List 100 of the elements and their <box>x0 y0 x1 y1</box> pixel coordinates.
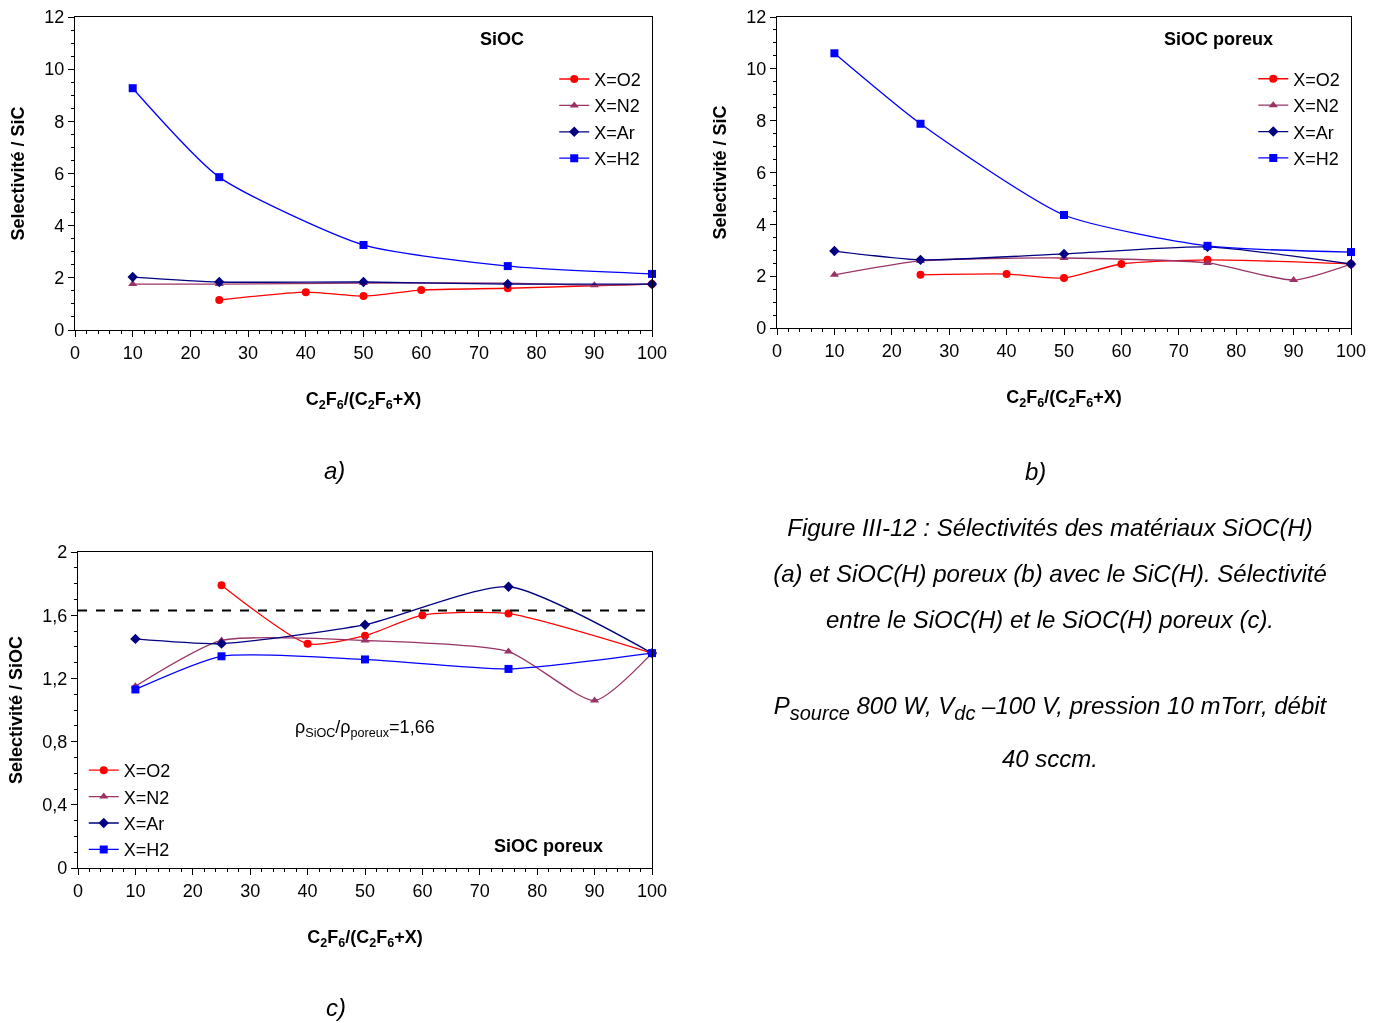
point <box>303 639 312 648</box>
x-tick-label: 50 <box>354 880 376 901</box>
x-tick-label: 30 <box>939 340 960 361</box>
x-tick-label: 80 <box>1226 340 1247 361</box>
point <box>215 173 224 182</box>
x-tick-label: 80 <box>527 880 548 901</box>
point <box>503 262 512 271</box>
y-tick-label: 4 <box>756 214 767 235</box>
x-tick-label: 30 <box>240 880 261 901</box>
x-tick-label: 70 <box>468 342 489 363</box>
x-tick-label: 0 <box>72 880 84 901</box>
text: Figure III-12 : Sélectivités des matériaux SiOC(H) (a) et SiOC(H) poreux (b) avec le SiC(H). Sélectivité entre le SiOC(H) et le SiOC(H) poreux (c). <box>772 513 1328 635</box>
x-tick-label: 10 <box>824 340 845 361</box>
legend-label: X=Ar <box>1293 122 1334 143</box>
legend-label: X=O2 <box>594 70 641 91</box>
y-tick-label: 4 <box>54 215 65 236</box>
legend-label: X=H2 <box>1293 148 1339 169</box>
y-axis-title: Selectivité / SiC <box>8 106 29 241</box>
point <box>503 581 514 592</box>
y-tick-label: 0 <box>756 318 767 339</box>
x-tick-label: 90 <box>1283 340 1304 361</box>
point <box>502 278 513 290</box>
x-tick-label: 90 <box>584 342 605 363</box>
y-tick-label: 6 <box>756 162 767 183</box>
y-tick-label: 1,6 <box>42 605 68 626</box>
y-tick-label: 0,8 <box>42 731 68 752</box>
point <box>830 49 839 58</box>
x-tick-label: 20 <box>881 340 902 361</box>
y-tick-label: 0 <box>57 858 68 879</box>
x-tick-label: 100 <box>636 342 668 363</box>
x-tick-label: 60 <box>411 342 432 363</box>
annotation: SiOC poreux <box>1164 29 1274 49</box>
x-tick-label: 80 <box>526 342 547 363</box>
point <box>418 611 427 620</box>
legend-label: X=N2 <box>123 787 170 808</box>
point <box>359 240 368 249</box>
x-tick-label: 60 <box>1111 340 1132 361</box>
point <box>214 276 225 288</box>
y-tick-label: 2 <box>54 268 65 289</box>
x-tick-label: 60 <box>412 880 433 901</box>
point <box>128 84 137 93</box>
x-tick-label: 100 <box>636 880 668 901</box>
x-tick-label: 0 <box>771 340 783 361</box>
point <box>504 609 513 618</box>
point <box>1060 273 1068 282</box>
text: C$_{2}$F$_{6}$/(C$_{2}$F$_{6}$+X) <box>307 926 423 950</box>
legend-label: X=N2 <box>1293 96 1339 117</box>
x-tick-label: 50 <box>1053 340 1075 361</box>
point <box>1058 248 1070 260</box>
legend-label: X=Ar <box>123 814 165 835</box>
y-tick-label: 8 <box>756 110 767 131</box>
point <box>916 119 925 128</box>
legend-label: X=H2 <box>123 840 170 861</box>
annotation: ρ$_{SiOC}$/ρ$_{poreux}$=1,66 <box>295 717 435 740</box>
legend-label: X=O2 <box>1293 69 1340 90</box>
point <box>829 245 840 257</box>
point <box>215 296 224 304</box>
y-tick-label: 8 <box>54 111 65 132</box>
text: c) <box>326 994 346 1021</box>
point <box>361 655 369 664</box>
legend-label: X=H2 <box>594 149 640 170</box>
legend-label: X=Ar <box>594 122 635 143</box>
x-tick-label: 70 <box>1168 340 1189 361</box>
point <box>417 286 426 295</box>
x-tick-label: 10 <box>125 880 146 901</box>
x-tick-label: 40 <box>996 340 1017 361</box>
y-tick-label: 12 <box>44 7 65 28</box>
point <box>127 271 138 283</box>
point <box>916 270 925 279</box>
text: P$_{source}$ 800 W, V$_{dc}$ –100 V, pression 10 mTorr, débit 40 sccm. <box>772 691 1328 774</box>
text: b) <box>1025 458 1047 485</box>
x-tick-label: 20 <box>182 880 203 901</box>
legend-label: X=N2 <box>594 96 640 117</box>
annotation: SiOC poreux <box>494 836 604 856</box>
point <box>1060 211 1068 219</box>
point <box>217 581 226 590</box>
point <box>130 633 141 645</box>
y-tick-label: 2 <box>756 266 767 287</box>
x-tick-label: 100 <box>1335 340 1367 361</box>
point <box>131 685 140 694</box>
y-tick-label: 1,2 <box>42 668 68 689</box>
y-axis-title: Selectivité / SiC <box>710 105 731 240</box>
y-tick-label: 0,4 <box>42 795 68 816</box>
x-tick-label: 40 <box>295 342 316 363</box>
point <box>359 619 371 630</box>
y-tick-label: 12 <box>746 7 767 28</box>
x-tick-label: 40 <box>297 880 318 901</box>
y-tick-label: 10 <box>44 59 65 80</box>
x-tick-label: 30 <box>238 342 259 363</box>
y-tick-label: 6 <box>54 163 65 184</box>
x-tick-label: 90 <box>584 880 605 901</box>
text: C$_{2}$F$_{6}$/(C$_{2}$F$_{6}$+X) <box>305 388 422 412</box>
x-tick-label: 20 <box>180 342 201 363</box>
point <box>504 664 513 673</box>
text: a) <box>324 457 346 484</box>
point <box>301 288 310 297</box>
x-tick-label: 10 <box>122 342 143 363</box>
text: C$_{2}$F$_{6}$/(C$_{2}$F$_{6}$+X) <box>1006 386 1122 410</box>
point <box>1117 259 1126 268</box>
x-tick-label: 50 <box>353 342 374 363</box>
